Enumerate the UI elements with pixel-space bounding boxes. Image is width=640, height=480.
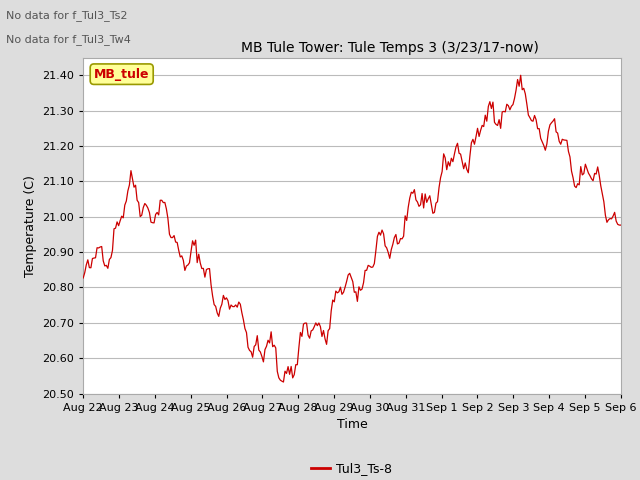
Text: MB_tule: MB_tule — [94, 68, 150, 81]
Text: No data for f_Tul3_Ts2: No data for f_Tul3_Ts2 — [6, 10, 128, 21]
Title: MB Tule Tower: Tule Temps 3 (3/23/17-now): MB Tule Tower: Tule Temps 3 (3/23/17-now… — [241, 41, 539, 55]
Text: No data for f_Tul3_Tw4: No data for f_Tul3_Tw4 — [6, 34, 131, 45]
Y-axis label: Temperature (C): Temperature (C) — [24, 175, 36, 276]
Legend: Tul3_Ts-8: Tul3_Ts-8 — [307, 457, 397, 480]
X-axis label: Time: Time — [337, 418, 367, 431]
